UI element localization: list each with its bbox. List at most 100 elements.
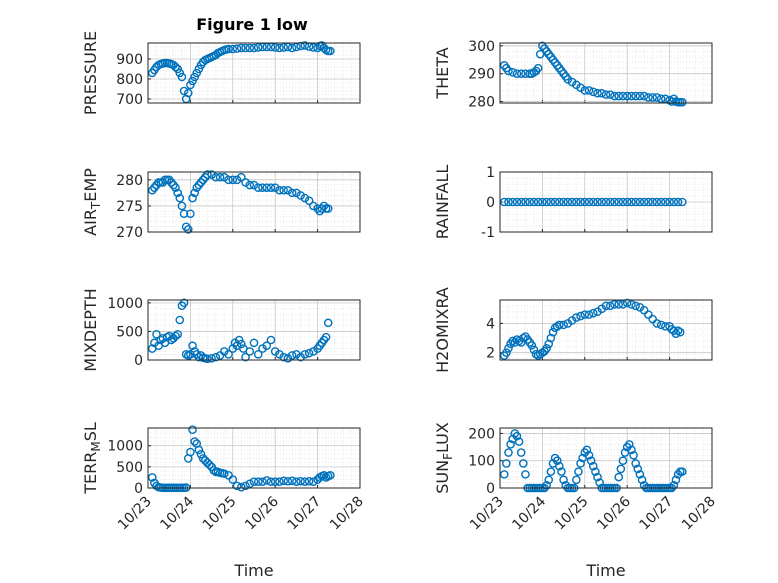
data-point (283, 353, 293, 363)
data-point (550, 197, 560, 207)
y-tick-label: 4 (486, 316, 495, 332)
data-point (502, 459, 511, 468)
data-point (171, 331, 180, 341)
subplot-1: 700 800 900 PRESSURE (81, 31, 361, 115)
y-axis-label-1: PRESSURE (81, 31, 100, 115)
data-point (665, 197, 674, 207)
data-point (555, 461, 564, 471)
data-point (584, 310, 594, 319)
y-axis-label-rest: LUX (433, 422, 452, 453)
data-point (287, 351, 297, 360)
data-point (198, 175, 208, 185)
data-point (296, 41, 305, 51)
data-point (181, 222, 191, 232)
y-tick-label: 0 (486, 481, 495, 497)
data-point (656, 197, 666, 207)
data-point (529, 197, 539, 207)
data-point (633, 464, 643, 474)
data-point (542, 480, 551, 490)
data-point (631, 91, 640, 101)
data-point (546, 467, 556, 476)
data-point (559, 475, 568, 485)
data-point (597, 197, 607, 207)
data-point (504, 66, 513, 76)
data-point (644, 197, 653, 207)
y-axis-label-subscript: M (89, 441, 103, 451)
data-point (580, 197, 590, 207)
data-point (292, 188, 301, 198)
data-point (309, 347, 318, 356)
data-point (236, 482, 246, 492)
data-point (321, 332, 331, 342)
data-point (245, 479, 255, 489)
data-point (245, 43, 255, 53)
plot-area (148, 300, 360, 360)
data-point (228, 344, 238, 353)
data-point (661, 197, 670, 207)
data-point (516, 69, 526, 78)
data-point (241, 481, 250, 491)
data-point (516, 448, 526, 457)
data-point (648, 93, 657, 102)
data-point (519, 459, 528, 468)
data-point (317, 204, 327, 213)
data-series (147, 298, 333, 364)
data-point (275, 349, 284, 359)
subplot-6: 2 4 H2OMIXRA (433, 287, 713, 373)
data-point (574, 467, 583, 476)
data-point (514, 437, 524, 446)
data-point (525, 197, 534, 207)
data-point (656, 94, 666, 104)
y-tick-label: 270 (116, 225, 143, 241)
data-point (671, 475, 681, 485)
data-point (533, 197, 543, 207)
data-point (669, 197, 679, 207)
data-point (283, 476, 293, 486)
y-tick-label: -1 (481, 225, 495, 241)
data-point (177, 72, 187, 82)
data-point (220, 172, 229, 182)
data-point (188, 341, 197, 351)
data-point (563, 74, 573, 84)
data-point (188, 193, 197, 203)
data-point (669, 480, 679, 490)
data-point (504, 343, 513, 353)
axes-box (147, 171, 361, 233)
y-axis-label-rest: SL (81, 422, 100, 441)
data-point (527, 341, 537, 350)
data-point (618, 456, 628, 466)
data-point (236, 172, 246, 182)
data-point (618, 197, 628, 207)
data-point (584, 197, 594, 207)
subplot-5: 0 500 1000 MIXDEPTH (81, 288, 361, 372)
data-point (228, 175, 238, 185)
y-tick-label: 300 (468, 39, 495, 55)
y-tick-label: 0 (134, 481, 143, 497)
data-point (253, 183, 263, 192)
data-point (572, 313, 581, 322)
data-point (196, 449, 206, 459)
data-point (652, 197, 662, 207)
data-point (205, 460, 214, 470)
data-point (175, 315, 185, 325)
y-axis-label-5: MIXDEPTH (81, 288, 100, 371)
data-point (504, 197, 513, 207)
data-point (296, 476, 305, 486)
axes-box (499, 42, 713, 104)
data-point (164, 175, 174, 185)
data-point (508, 197, 518, 207)
data-point (300, 41, 310, 50)
data-point (567, 197, 577, 207)
data-point (548, 327, 558, 337)
data-point (614, 197, 624, 207)
axes-box (499, 299, 713, 361)
data-point (576, 311, 585, 321)
data-point (584, 86, 594, 95)
data-point (635, 91, 645, 101)
data-point (177, 201, 187, 211)
data-point (188, 425, 197, 434)
data-point (175, 193, 185, 203)
data-point (147, 185, 157, 195)
data-point (173, 329, 182, 339)
data-point (186, 349, 195, 359)
